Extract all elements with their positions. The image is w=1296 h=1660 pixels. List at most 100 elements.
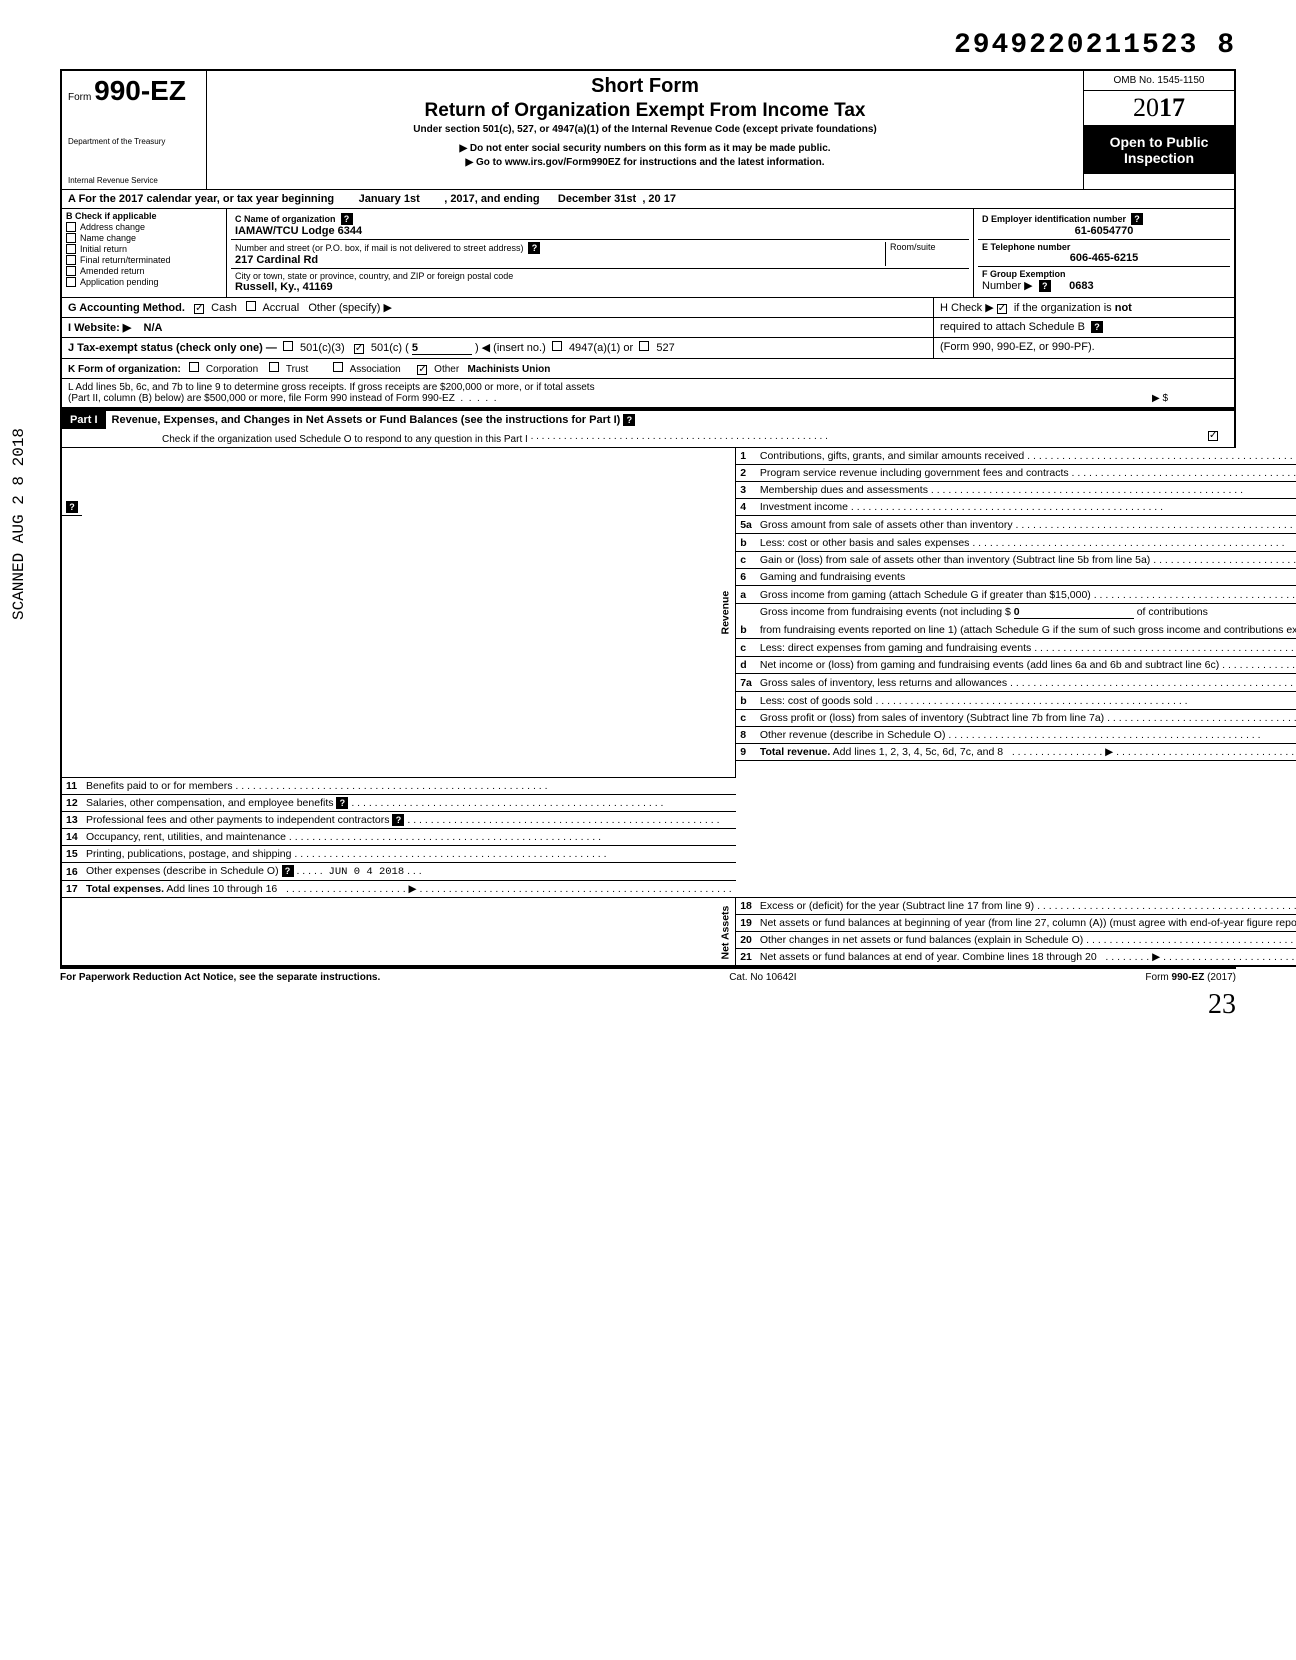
- title-cell: Short Form Return of Organization Exempt…: [207, 71, 1084, 189]
- chk-501c3[interactable]: [283, 341, 293, 351]
- help-icon[interactable]: ?: [528, 242, 540, 254]
- side-revenue: Revenue: [82, 448, 736, 778]
- line-13-text: Professional fees and other payments to …: [86, 814, 390, 826]
- H-label: H Check ▶: [940, 302, 994, 314]
- line-21-text: Net assets or fund balances at end of ye…: [760, 951, 1097, 963]
- form-name-cell: Form 990-EZ Department of the Treasury I…: [62, 71, 207, 189]
- B-name: Name change: [80, 233, 136, 243]
- chk-corp[interactable]: [189, 362, 199, 372]
- A-yr: , 20 17: [642, 193, 676, 205]
- C-city-label: City or town, state or province, country…: [235, 271, 965, 281]
- A-label: A For the 2017 calendar year, or tax yea…: [68, 193, 334, 205]
- help-icon[interactable]: ?: [282, 865, 294, 877]
- section-K: K Form of organization: Corporation Trus…: [60, 359, 1236, 379]
- chk-initial[interactable]: [66, 244, 76, 254]
- help-icon[interactable]: ?: [1091, 321, 1103, 333]
- chk-501c[interactable]: [354, 344, 364, 354]
- help-icon[interactable]: ?: [1039, 280, 1051, 292]
- chk-other[interactable]: [417, 365, 427, 375]
- arrow-line-2: ▶ Go to www.irs.gov/Form990EZ for instru…: [217, 157, 1073, 168]
- H-text-1: if the organization is not: [1014, 302, 1132, 314]
- line-19-num: 19: [736, 915, 756, 932]
- chk-4947[interactable]: [552, 341, 562, 351]
- side-netassets: Net Assets: [82, 898, 736, 967]
- chk-final[interactable]: [66, 255, 76, 265]
- chk-H[interactable]: [997, 304, 1007, 314]
- help-icon[interactable]: ?: [66, 501, 78, 513]
- K-label: K Form of organization:: [68, 364, 181, 375]
- line-7c-text: Gross profit or (loss) from sales of inv…: [760, 712, 1104, 724]
- help-icon[interactable]: ?: [341, 213, 353, 225]
- help-icon[interactable]: ?: [336, 797, 348, 809]
- line-16-num: 16: [61, 863, 82, 881]
- line-A: A For the 2017 calendar year, or tax yea…: [60, 190, 1236, 209]
- J-527: 527: [656, 342, 674, 354]
- line-6b-text2-a: of contributions: [1137, 606, 1208, 618]
- line-7b-num: b: [736, 692, 756, 710]
- J-insert: ) ◀ (insert no.): [475, 342, 546, 354]
- help-icon[interactable]: ?: [392, 814, 404, 826]
- document-number: 2949220211523 8: [60, 30, 1236, 61]
- G-accrual: Accrual: [262, 302, 299, 314]
- chk-address[interactable]: [66, 222, 76, 232]
- line-14-text: Occupancy, rent, utilities, and maintena…: [86, 831, 286, 843]
- E-label: E Telephone number: [982, 242, 1226, 252]
- omb-number: OMB No. 1545-1150: [1084, 71, 1234, 91]
- dept-treasury: Department of the Treasury: [68, 137, 200, 146]
- line-15-num: 15: [61, 846, 82, 863]
- J-501c3: 501(c)(3): [300, 342, 345, 354]
- line-9-num: 9: [736, 744, 756, 761]
- line-1-num: 1: [736, 448, 756, 465]
- line-7c-num: c: [736, 710, 756, 727]
- line-1-text: Contributions, gifts, grants, and simila…: [760, 450, 1024, 462]
- chk-527[interactable]: [639, 341, 649, 351]
- line-4-text: Investment income: [760, 501, 848, 513]
- F-value: 0683: [1069, 280, 1093, 292]
- chk-amended[interactable]: [66, 266, 76, 276]
- chk-assoc[interactable]: [333, 362, 343, 372]
- help-icon[interactable]: ?: [623, 414, 635, 426]
- line-14-num: 14: [61, 829, 82, 846]
- section-DEF: D Employer identification number ? 61-60…: [974, 209, 1234, 297]
- line-7b-text: Less: cost of goods sold: [760, 695, 873, 707]
- G-other: Other (specify) ▶: [308, 302, 392, 314]
- line-6a-num: a: [736, 586, 756, 604]
- section-I: I Website: ▶ N/A required to attach Sche…: [60, 318, 1236, 338]
- C-city: Russell, Ky., 41169: [235, 281, 965, 293]
- A-begin: January 1st: [359, 193, 420, 205]
- line-6c-text: Less: direct expenses from gaming and fu…: [760, 642, 1031, 654]
- line-11-num: 11: [61, 778, 82, 795]
- chk-trust[interactable]: [269, 362, 279, 372]
- K-trust: Trust: [286, 364, 308, 375]
- part1-check-row: Check if the organization used Schedule …: [60, 429, 1236, 448]
- C-label: C Name of organization: [235, 214, 336, 224]
- arrow2-text: Go to www.irs.gov/Form990EZ for instruct…: [476, 157, 825, 168]
- line-2-num: 2: [736, 465, 756, 482]
- chk-cash[interactable]: [194, 304, 204, 314]
- lines-table: ? Revenue 1 Contributions, gifts, grants…: [60, 448, 1296, 967]
- part1-label: Part I: [62, 411, 106, 429]
- title-sub: Under section 501(c), 527, or 4947(a)(1)…: [217, 124, 1073, 135]
- help-icon[interactable]: ?: [1131, 213, 1143, 225]
- B-amended: Amended return: [80, 266, 145, 276]
- chk-name[interactable]: [66, 233, 76, 243]
- line-7a-text: Gross sales of inventory, less returns a…: [760, 677, 1007, 689]
- line-16-text: Other expenses (describe in Schedule O): [86, 865, 279, 877]
- footer-mid: Cat. No 10642I: [729, 972, 796, 983]
- A-mid: , 2017, and ending: [444, 193, 539, 205]
- C-street-label: Number and street (or P.O. box, if mail …: [235, 243, 523, 253]
- part1-header-row: Part I Revenue, Expenses, and Changes in…: [60, 409, 1236, 429]
- line-5a-num: 5a: [736, 516, 756, 534]
- chk-accrual[interactable]: [246, 301, 256, 311]
- I-value: N/A: [144, 322, 163, 334]
- K-corp: Corporation: [206, 364, 258, 375]
- K-other: Other: [434, 364, 459, 375]
- line-20-num: 20: [736, 932, 756, 949]
- chk-pending[interactable]: [66, 277, 76, 287]
- section-C: C Name of organization ? IAMAW/TCU Lodge…: [227, 209, 974, 297]
- line-6b-num: b: [736, 604, 756, 639]
- line-18-num: 18: [736, 898, 756, 915]
- C-org-name: IAMAW/TCU Lodge 6344: [235, 225, 965, 237]
- line-5b-num: b: [736, 534, 756, 552]
- chk-schedule-o[interactable]: [1208, 431, 1218, 441]
